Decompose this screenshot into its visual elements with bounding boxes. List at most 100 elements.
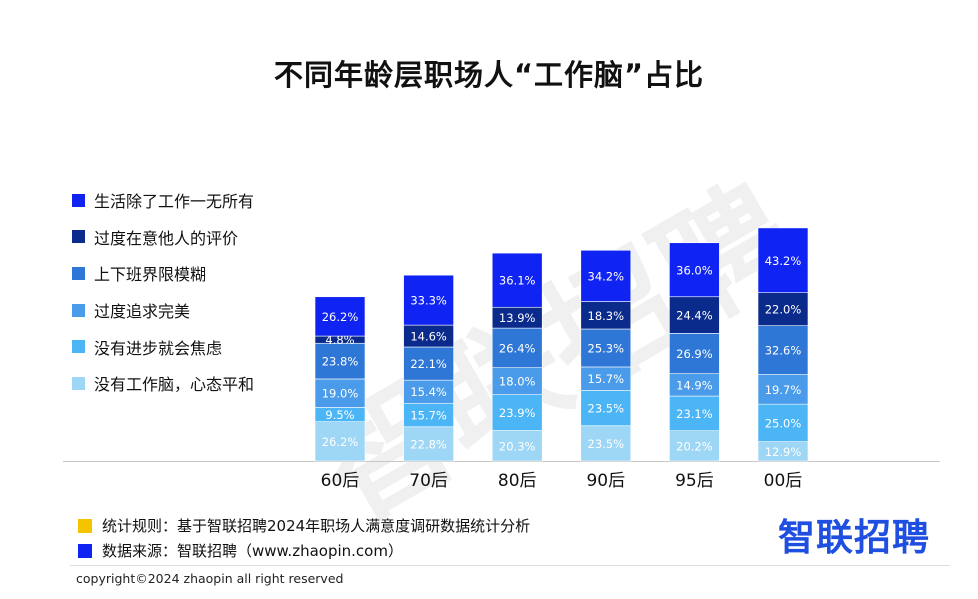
data-label: 18.3% <box>588 309 625 323</box>
bar-segment <box>491 252 543 308</box>
legend-item: 上下班界限模糊 <box>72 255 254 292</box>
legend-item: 没有工作脑，心态平和 <box>72 365 254 402</box>
data-label: 22.1% <box>410 357 447 371</box>
data-source-text: 数据来源：智联招聘（www.zhaopin.com） <box>102 542 403 560</box>
bar-segment <box>314 378 366 408</box>
yellow-marker-icon <box>78 518 92 533</box>
data-label: 34.2% <box>588 269 625 283</box>
bar-segment <box>491 367 543 396</box>
bar-segment <box>580 328 632 368</box>
legend-swatch <box>72 340 85 354</box>
bar-segment <box>669 296 720 334</box>
data-label: 25.3% <box>588 341 625 355</box>
stacked-bar-chart: 26.2% 9.5% 19.0% 23.8% 4.8% 26.2% 60后 22.8% 15.7… <box>63 227 940 491</box>
data-label: 33.3% <box>410 294 447 308</box>
data-label: 9.5% <box>325 408 354 422</box>
x-tick-label: 90后 <box>586 471 625 491</box>
legend-swatch <box>72 266 85 280</box>
data-label: 20.2% <box>676 439 713 453</box>
bar-segment <box>669 333 720 375</box>
bar-segment <box>669 242 720 298</box>
data-label: 22.0% <box>765 303 802 317</box>
legend-item: 生活除了工作一无所有 <box>72 182 254 219</box>
bar-segment <box>403 346 454 381</box>
bar-segment <box>580 249 632 302</box>
data-label: 23.5% <box>588 402 625 416</box>
bar-segment <box>491 327 543 369</box>
data-label: 14.9% <box>676 378 713 392</box>
bar-segment <box>757 227 809 293</box>
bar-segment <box>403 426 454 462</box>
data-label: 32.6% <box>765 344 802 358</box>
data-label: 36.1% <box>499 274 536 288</box>
copyright: copyright©2024 zhaopin all right reserve… <box>76 571 344 586</box>
x-tick-label: 80后 <box>498 471 537 491</box>
divider <box>70 565 950 566</box>
data-label: 12.9% <box>765 445 802 459</box>
data-label: 26.4% <box>499 341 536 355</box>
data-label: 43.2% <box>765 254 802 268</box>
bar-segment <box>314 296 366 337</box>
data-label: 24.4% <box>676 309 713 323</box>
legend-item: 过度在意他人的评价 <box>72 219 254 256</box>
legend-label: 过度在意他人的评价 <box>94 228 239 248</box>
footer-notes: 统计规则：基于智联招聘2024年职场人满意度调研数据统计分析 数据来源：智联招聘… <box>78 513 530 563</box>
data-label: 13.9% <box>499 311 536 325</box>
legend-label: 上下班界限模糊 <box>94 265 207 285</box>
data-label: 25.0% <box>765 416 802 430</box>
legend-item: 没有进步就会焦虑 <box>72 328 254 365</box>
blue-marker-icon <box>78 543 92 558</box>
data-label: 19.7% <box>765 383 802 397</box>
data-label: 4.8% <box>325 333 354 347</box>
data-label: 26.2% <box>322 435 359 449</box>
chart-title: 不同年龄层职场人“工作脑”占比 <box>273 58 705 92</box>
x-tick-label: 95后 <box>675 471 714 491</box>
legend-swatch <box>72 193 85 207</box>
data-label: 26.2% <box>322 310 359 324</box>
data-label: 36.0% <box>676 263 713 277</box>
bar-segment <box>403 274 454 326</box>
x-tick-label: 00后 <box>764 471 803 491</box>
data-label: 23.9% <box>499 406 536 420</box>
bar-segment <box>580 425 632 462</box>
data-label: 15.7% <box>410 409 447 423</box>
bar-segment <box>757 292 809 327</box>
data-label: 23.5% <box>588 437 625 451</box>
x-tick-label: 60后 <box>321 471 360 491</box>
bar-segment <box>580 390 632 427</box>
bar-segment <box>314 342 366 380</box>
bar-segment <box>757 403 809 442</box>
brand-logo: 智联招聘 <box>778 516 930 559</box>
bar-segment <box>580 301 632 330</box>
data-label: 18.0% <box>499 375 536 389</box>
data-label: 14.6% <box>410 330 447 344</box>
bar-segment <box>314 421 366 462</box>
data-label: 23.1% <box>676 407 713 421</box>
data-label: 15.7% <box>588 372 625 386</box>
statistics-rule-text: 统计规则：基于智联招聘2024年职场人满意度调研数据统计分析 <box>102 517 531 535</box>
bar-segment <box>669 395 720 431</box>
legend-swatch <box>72 230 85 244</box>
legend-label: 生活除了工作一无所有 <box>94 192 255 212</box>
legend-swatch <box>72 376 85 390</box>
legend-label: 过度追求完美 <box>94 302 191 322</box>
data-label: 19.0% <box>322 387 359 401</box>
legend-item: 过度追求完美 <box>72 292 254 329</box>
data-label: 22.8% <box>410 437 447 451</box>
data-label: 15.4% <box>410 385 447 399</box>
legend-label: 没有进步就会焦虑 <box>94 338 223 358</box>
data-label: 23.8% <box>322 355 359 369</box>
x-tick-label: 70后 <box>409 471 448 491</box>
legend-label: 没有工作脑，心态平和 <box>94 375 255 395</box>
statistics-rule-note: 统计规则：基于智联招聘2024年职场人满意度调研数据统计分析 <box>78 513 530 538</box>
bar-segment <box>669 430 720 462</box>
data-label: 26.9% <box>676 347 713 361</box>
data-source-note: 数据来源：智联招聘（www.zhaopin.com） <box>78 538 530 563</box>
bar-segment <box>491 430 543 462</box>
bar-segment <box>491 394 543 431</box>
legend: 生活除了工作一无所有 过度在意他人的评价 上下班界限模糊 过度追求完美 没有进步… <box>72 182 254 402</box>
bar-segment <box>757 325 809 375</box>
bar-segment <box>757 374 809 405</box>
data-label: 20.3% <box>499 439 536 453</box>
legend-swatch <box>72 303 85 317</box>
